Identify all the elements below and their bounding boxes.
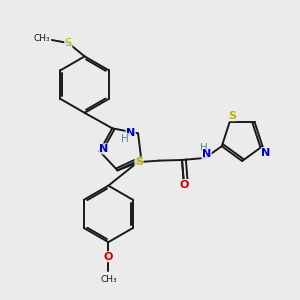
- Text: CH₃: CH₃: [33, 34, 50, 43]
- Text: CH₃: CH₃: [100, 275, 117, 284]
- Text: N: N: [126, 128, 135, 138]
- Text: N: N: [100, 144, 109, 154]
- Text: N: N: [202, 149, 211, 159]
- Text: S: S: [65, 38, 72, 48]
- Text: S: S: [135, 157, 143, 167]
- Text: O: O: [179, 180, 189, 190]
- Text: O: O: [104, 252, 113, 262]
- Text: N: N: [261, 148, 271, 158]
- Text: H: H: [200, 143, 208, 153]
- Text: S: S: [228, 111, 236, 121]
- Text: H: H: [121, 134, 129, 144]
